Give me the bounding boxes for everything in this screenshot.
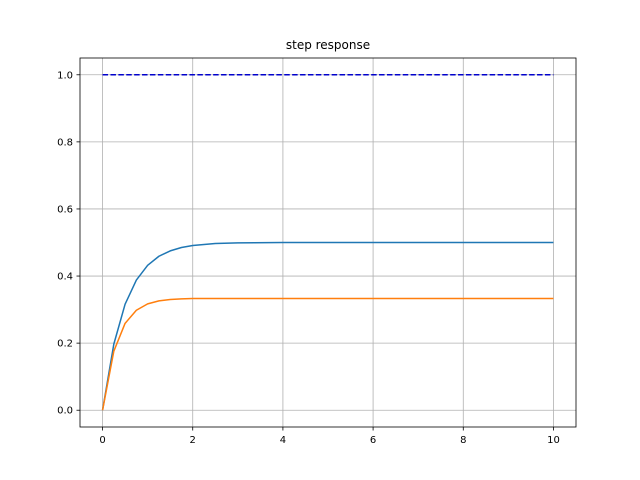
chart-title: step response — [286, 38, 370, 52]
y-tick-label: 0.8 — [57, 137, 73, 148]
y-tick-label: 0.6 — [57, 204, 73, 215]
x-tick-label: 0 — [99, 435, 105, 446]
x-tick-label: 6 — [370, 435, 376, 446]
series-line-1 — [101, 241, 554, 411]
plot-frame — [79, 57, 577, 428]
x-tick-label: 8 — [460, 435, 466, 446]
y-tick-label: 0.0 — [57, 406, 73, 417]
x-tick-label: 2 — [190, 435, 196, 446]
x-tick-label: 4 — [280, 435, 286, 446]
y-tick-label: 1.0 — [57, 70, 73, 81]
y-axis: 0.0 0.2 0.4 0.6 0.8 1.0 — [57, 70, 80, 417]
series-group — [101, 74, 554, 411]
x-axis: 0 2 4 6 8 10 — [99, 427, 560, 446]
y-tick-label: 0.2 — [57, 339, 73, 350]
series-line-2 — [101, 297, 554, 411]
y-tick-label: 0.4 — [57, 272, 73, 283]
x-tick-label: 10 — [547, 435, 560, 446]
